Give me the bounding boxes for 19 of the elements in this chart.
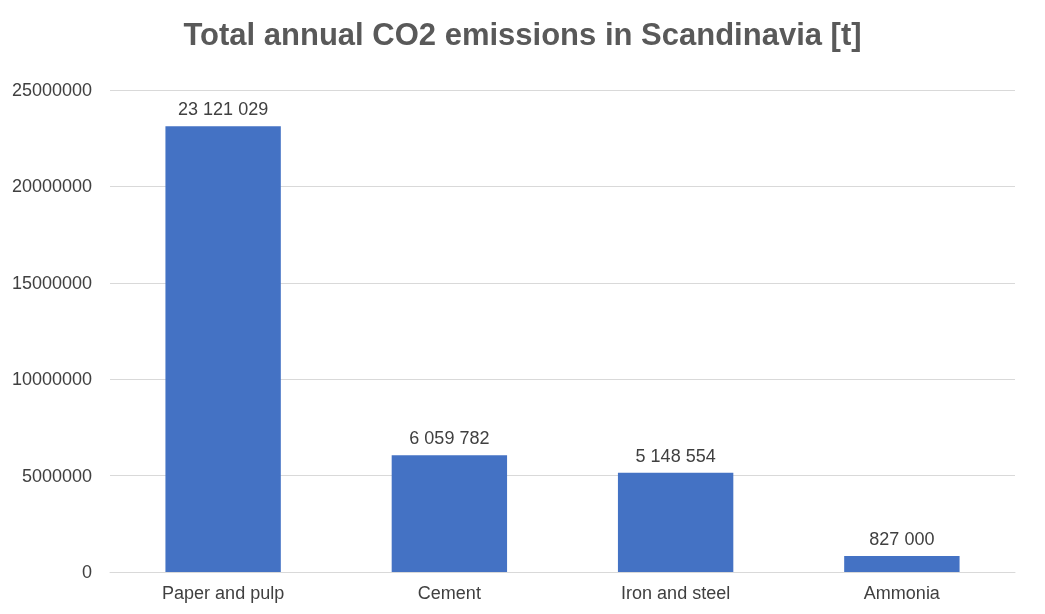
data-label: 5 148 554 <box>635 445 716 466</box>
y-tick-label: 5000000 <box>21 465 92 486</box>
y-tick-label: 25000000 <box>11 80 92 100</box>
data-label: 23 121 029 <box>178 99 269 120</box>
chart-title: Total annual CO2 emissions in Scandinavia [t] <box>183 17 862 52</box>
x-tick-label: Ammonia <box>863 583 941 603</box>
y-tick-label: 10000000 <box>11 369 92 390</box>
x-tick-label: Cement <box>417 583 481 603</box>
x-tick-label: Paper and pulp <box>162 583 285 603</box>
y-tick-label: 15000000 <box>11 272 92 293</box>
data-label: 6 059 782 <box>409 428 490 449</box>
bar <box>617 472 734 572</box>
bar <box>165 126 281 572</box>
y-tick-label: 0 <box>81 562 92 582</box>
bar <box>391 455 508 572</box>
x-tick-label: Iron and steel <box>621 583 731 603</box>
data-label: 827 000 <box>869 529 935 550</box>
y-tick-label: 20000000 <box>11 176 92 197</box>
bar <box>844 556 960 572</box>
